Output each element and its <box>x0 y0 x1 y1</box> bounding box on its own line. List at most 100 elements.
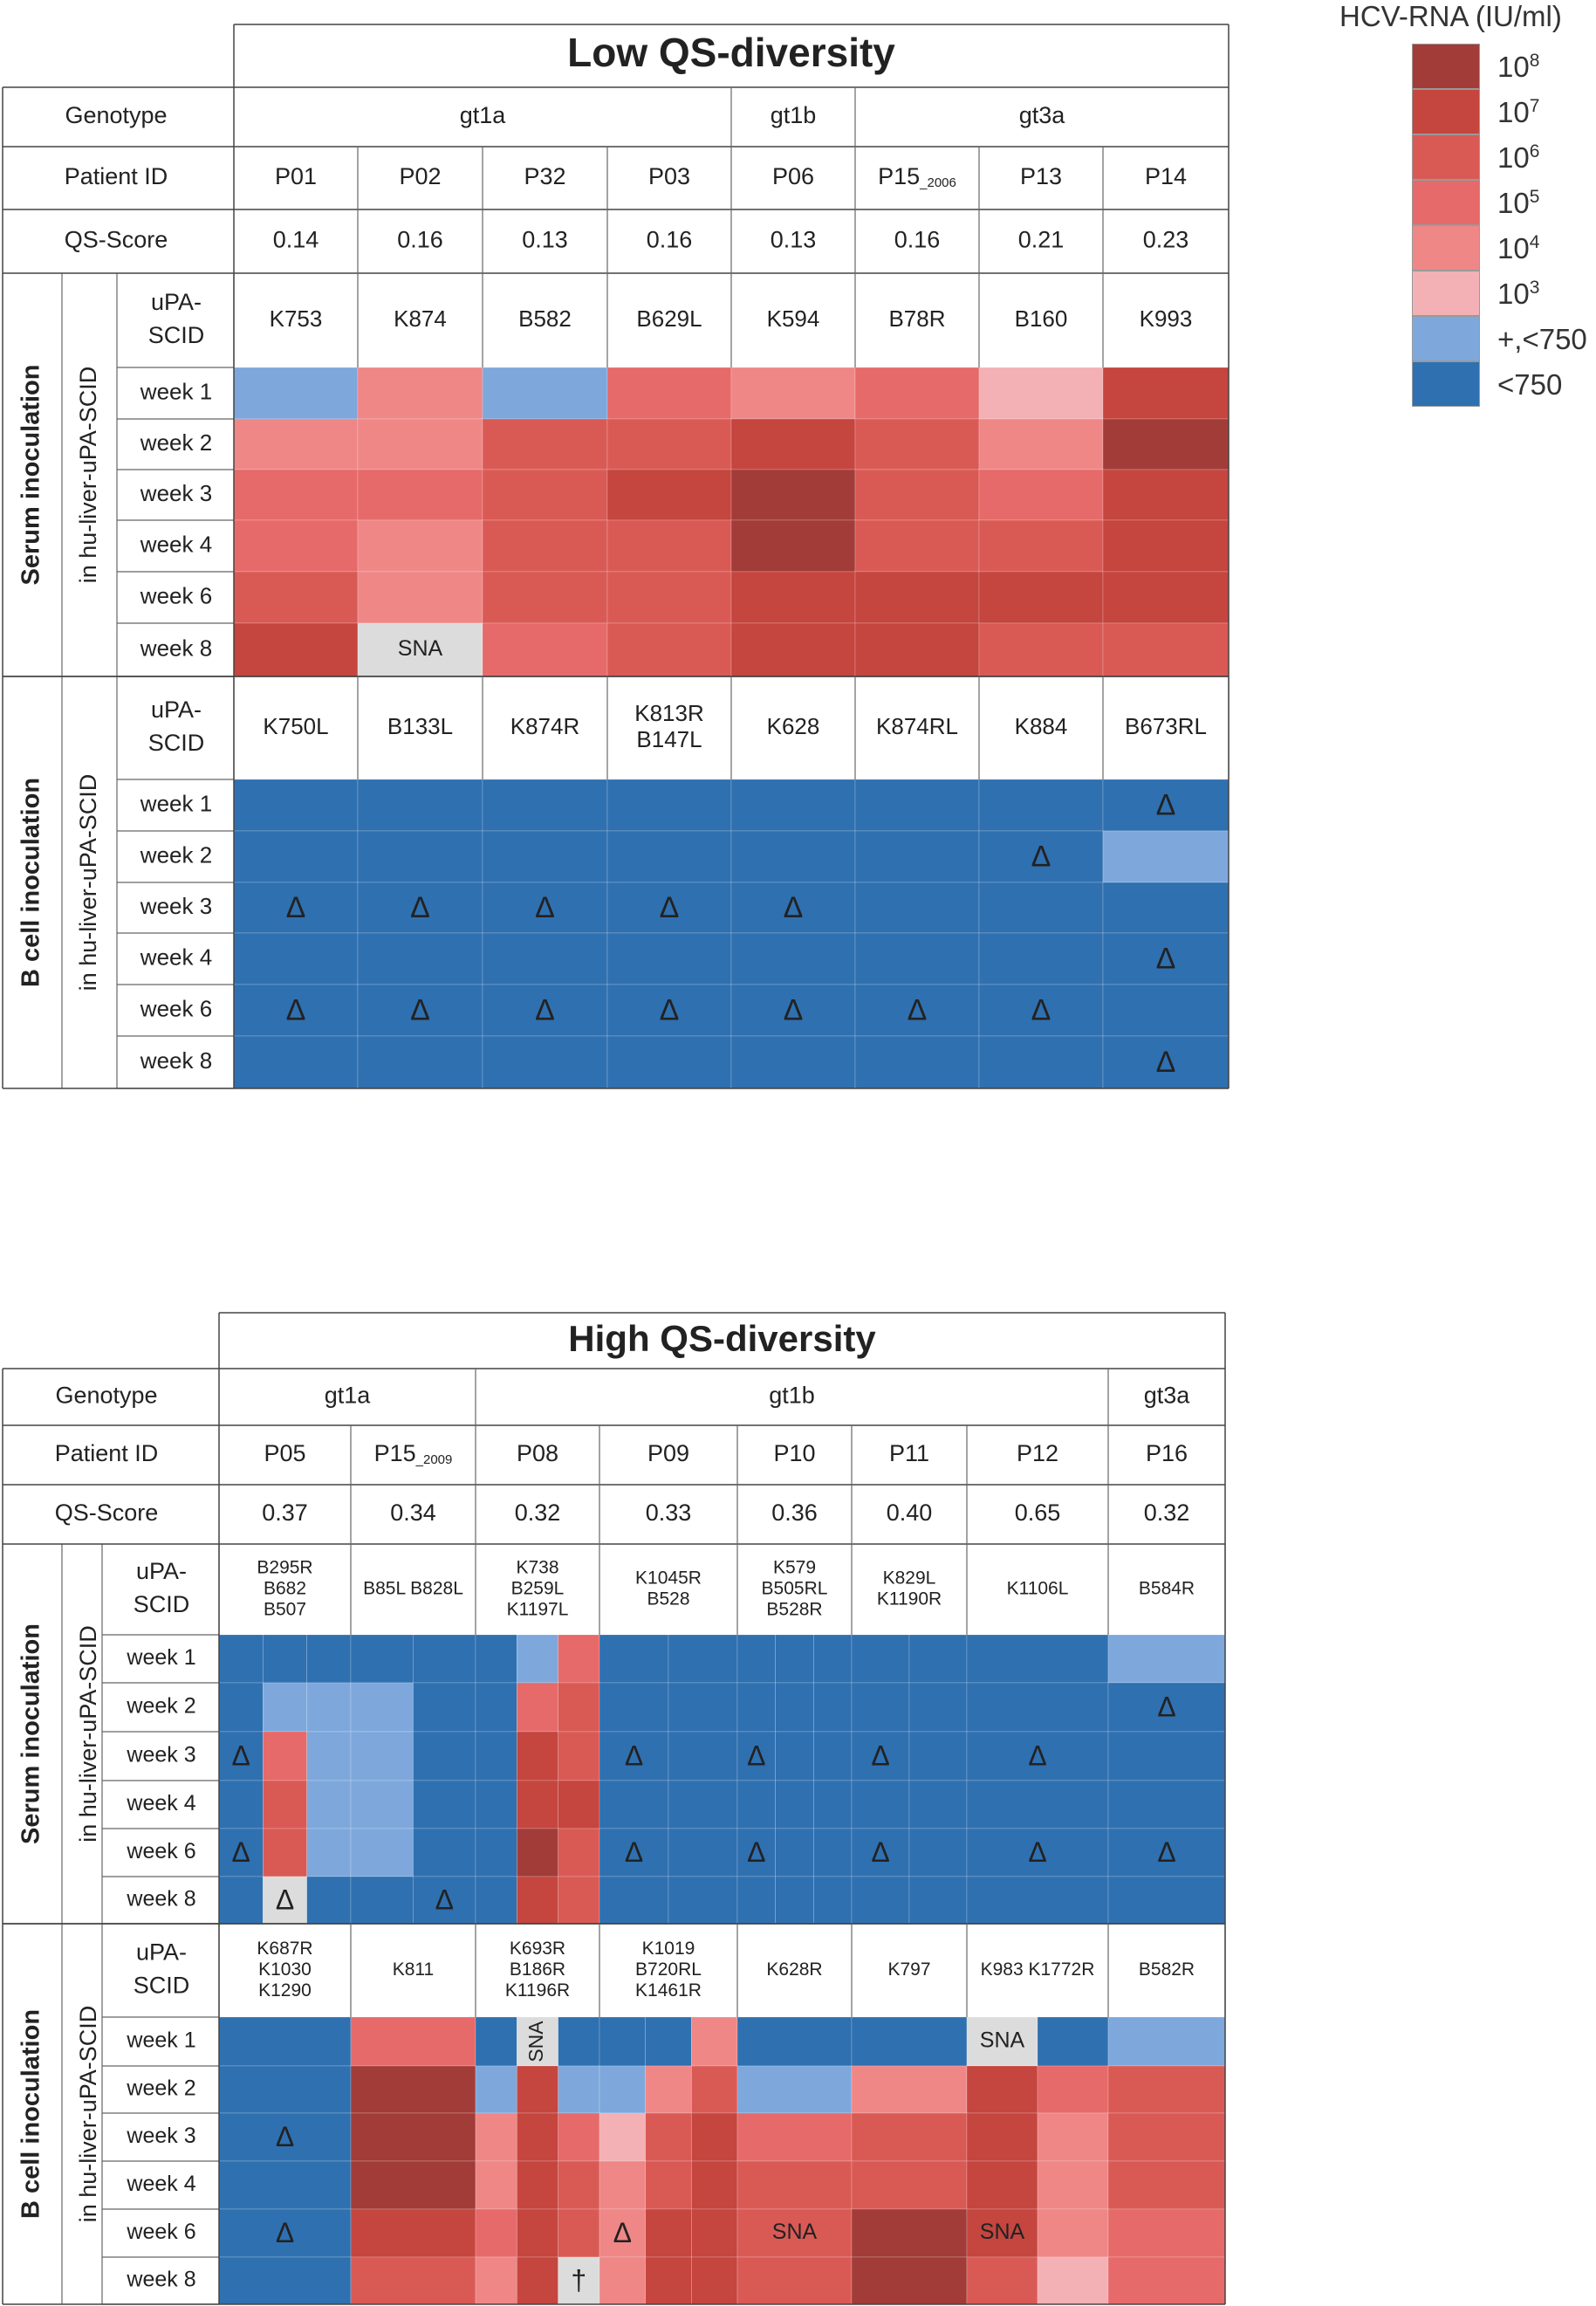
qs-score-value: 0.32 <box>515 1500 561 1526</box>
mouse-id-label: B673RL <box>1125 713 1207 739</box>
heat-cell <box>482 367 608 420</box>
heat-cell <box>978 779 1104 832</box>
week-label: week 3 <box>140 893 212 919</box>
genotype-label: gt1b <box>769 1383 815 1409</box>
heat-cell <box>558 2208 600 2258</box>
heat-cell <box>1107 1634 1226 1684</box>
legend-label-e5: 105 <box>1497 187 1539 220</box>
mouse-id-label: K1461R <box>635 1980 702 2001</box>
mouse-id-label: K1045R <box>635 1568 702 1588</box>
mouse-id-label: B505RL <box>762 1579 828 1599</box>
heat-cell <box>357 367 483 420</box>
mouse-id-label: B507 <box>264 1600 306 1620</box>
qs-score-value: 0.16 <box>894 227 941 253</box>
heat-cell <box>517 2208 558 2258</box>
heat-cell <box>1107 1876 1226 1925</box>
row-label-patient-id: Patient ID <box>55 1440 159 1466</box>
heat-cell <box>599 2016 646 2067</box>
delta-marker: Δ <box>410 993 430 1026</box>
heat-cell <box>357 882 483 934</box>
qs-score-value: 0.37 <box>262 1500 308 1526</box>
heat-cell <box>357 1035 483 1089</box>
delta-marker: Δ <box>535 993 555 1026</box>
patient-id-label: P03 <box>648 163 690 189</box>
heat-cell <box>218 2256 352 2305</box>
heat-cell <box>218 1876 264 1925</box>
heat-cell <box>558 2065 600 2114</box>
week-label: week 1 <box>140 790 212 816</box>
genotype-label: gt1a <box>325 1383 372 1409</box>
heat-cell <box>218 2208 352 2258</box>
legend-label-base: +,<750 <box>1497 323 1587 355</box>
heat-cell <box>854 418 980 470</box>
heat-cell <box>775 1828 814 1877</box>
mouse-id-label: B259L <box>511 1579 565 1599</box>
patient-id-label: P14 <box>1145 163 1187 189</box>
heat-cell <box>1037 2208 1109 2258</box>
heat-cell <box>263 1828 307 1877</box>
heat-cell <box>482 571 608 624</box>
week-label: week 1 <box>126 2028 195 2053</box>
mouse-id-label: B147L <box>636 726 702 752</box>
patient-id-label: P06 <box>772 163 814 189</box>
heat-cell <box>645 2256 692 2305</box>
delta-marker: Δ <box>231 1740 250 1771</box>
qs-score-value: 0.40 <box>887 1500 933 1526</box>
week-label: week 8 <box>140 1047 212 1074</box>
heat-cell <box>218 1634 264 1684</box>
heat-cell <box>482 469 608 521</box>
heat-cell <box>606 830 732 883</box>
heat-cell <box>413 1634 476 1684</box>
qs-score-value: 0.14 <box>273 227 319 253</box>
qs-score-value: 0.65 <box>1015 1500 1061 1526</box>
heat-cell <box>357 469 483 521</box>
heat-cell <box>218 1780 264 1829</box>
heat-cell <box>645 2065 692 2114</box>
heat-cell <box>854 469 980 521</box>
legend-swatch-e5 <box>1412 180 1480 225</box>
delta-marker: Δ <box>660 891 680 924</box>
heat-cell <box>413 1828 476 1877</box>
mouse-id-label: K874RL <box>876 713 958 739</box>
heat-cell <box>736 1876 776 1925</box>
heat-cell <box>1102 779 1230 832</box>
week-label: week 2 <box>140 841 212 868</box>
row-label-upa-scid: uPA- <box>136 1558 187 1584</box>
mouse-id-label: B582 <box>518 305 572 332</box>
heat-cell <box>606 882 732 934</box>
block-label: B cell inoculation <box>17 2009 45 2219</box>
legend-label-base: 10 <box>1497 51 1530 83</box>
heat-cell <box>517 1780 558 1829</box>
heat-cell <box>736 2016 853 2067</box>
delta-marker: Δ <box>1156 942 1176 975</box>
heat-cell <box>558 1682 600 1733</box>
heat-cell <box>854 571 980 624</box>
heat-cell <box>813 1876 853 1925</box>
mouse-id-label: B682 <box>264 1579 306 1599</box>
week-label: week 6 <box>126 2220 195 2244</box>
heat-cell <box>350 1828 414 1877</box>
heat-cell <box>966 1780 1109 1829</box>
delta-marker: Δ <box>1157 1691 1175 1722</box>
qs-score-value: 0.21 <box>1018 227 1065 253</box>
week-label: week 1 <box>126 1645 195 1670</box>
dagger-marker: † <box>571 2264 586 2296</box>
heat-cell <box>218 2112 352 2162</box>
heat-cell <box>475 2160 517 2210</box>
mouse-id-label: B629L <box>636 305 702 332</box>
heat-cell <box>1102 830 1230 883</box>
heat-cell <box>350 2016 476 2067</box>
block-sublabel: in hu-liver-uPA-SCID <box>75 774 101 992</box>
heat-cell <box>736 2256 853 2305</box>
heat-cell <box>482 932 608 985</box>
heat-cell <box>813 1780 853 1829</box>
legend-label-p: +,<750 <box>1497 323 1587 356</box>
heat-cell <box>813 1828 853 1877</box>
heat-cell <box>966 1634 1109 1684</box>
heat-cell <box>263 1780 307 1829</box>
heat-cell <box>482 830 608 883</box>
heat-cell <box>599 1828 669 1877</box>
qs-score-value: 0.16 <box>647 227 693 253</box>
mouse-id-label: B160 <box>1015 305 1068 332</box>
heat-cell <box>966 2160 1038 2210</box>
